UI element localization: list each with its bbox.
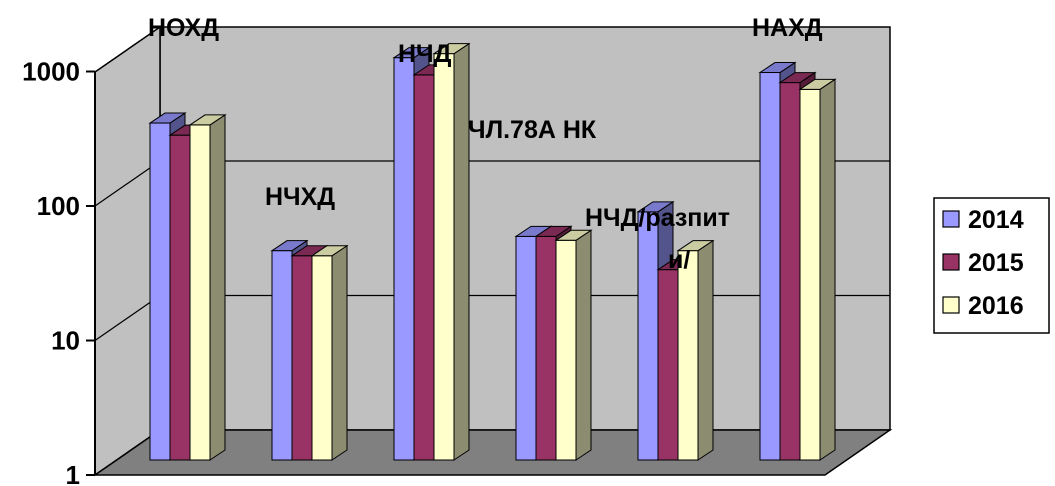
gridline-side <box>94 160 161 207</box>
bar-front <box>311 255 333 461</box>
bar <box>188 113 227 461</box>
bar-top <box>310 245 349 257</box>
y-tick-label: 100 <box>37 191 80 221</box>
legend-swatch <box>942 296 960 314</box>
bar-front <box>799 88 821 461</box>
bar-front <box>535 235 557 461</box>
category-label-5: НЧД/разпит и/ <box>585 204 737 274</box>
bar-side <box>209 113 226 461</box>
category-label-5-line2: и/ <box>668 246 690 274</box>
bar-top <box>758 62 797 74</box>
bar-front <box>759 72 781 461</box>
legend-label: 2014 <box>968 206 1024 234</box>
category-label-5-line1: НЧД/разпит <box>585 204 730 232</box>
bar-front <box>515 235 537 461</box>
y-tick-label: 10 <box>51 326 80 356</box>
bar-top <box>432 43 471 55</box>
bar-top <box>554 229 593 241</box>
bar-top <box>270 240 309 252</box>
y-tick-label: 1000 <box>22 57 80 87</box>
bar-top <box>148 112 187 124</box>
bar <box>676 239 715 461</box>
bar-side <box>331 244 348 461</box>
bar-front <box>433 53 455 461</box>
y-axis: 1 10 100 1000 <box>22 57 96 486</box>
legend-swatch <box>942 253 960 271</box>
bar-top <box>676 240 715 252</box>
bar-front <box>637 211 659 461</box>
category-label-6: НАХД <box>752 14 823 42</box>
bar-front <box>555 239 577 461</box>
bar-top <box>534 225 573 237</box>
bar <box>554 229 593 461</box>
bar-front <box>189 124 211 461</box>
legend-label: 2016 <box>968 292 1024 320</box>
bar-front <box>677 250 699 461</box>
bar-side <box>575 229 592 461</box>
bar-front <box>413 74 435 461</box>
legend-swatch <box>942 210 960 228</box>
category-label-4: ЧЛ.78А НК <box>468 116 597 144</box>
bars <box>148 42 837 461</box>
bar-top <box>798 78 837 90</box>
bar-front <box>291 255 313 461</box>
bar-top <box>392 47 431 59</box>
category-labels: НОХД НЧХД НЧД ЧЛ.78А НК НЧД/разпит и/ НА… <box>148 14 823 274</box>
bar-front <box>149 122 171 461</box>
category-label-3: НЧД <box>398 40 452 68</box>
bar-side <box>453 42 470 461</box>
bar <box>798 78 837 461</box>
y-tick-label: 1 <box>66 460 80 486</box>
legend: 2014 2015 2016 <box>933 197 1050 334</box>
bar-top <box>778 72 817 84</box>
bar-front <box>393 57 415 461</box>
bar-front <box>779 82 801 461</box>
bar-side <box>819 78 836 461</box>
bar-side <box>697 239 714 461</box>
bar-top <box>188 114 227 126</box>
legend-label: 2015 <box>968 249 1024 277</box>
bar-top <box>636 201 675 213</box>
bar-front <box>657 269 679 461</box>
bar <box>432 42 471 461</box>
bar-front <box>271 250 293 461</box>
bar <box>310 244 349 461</box>
gridline-side <box>94 295 161 341</box>
bar-front <box>169 134 191 461</box>
category-label-1: НОХД <box>148 14 219 42</box>
category-label-2: НЧХД <box>265 183 335 211</box>
